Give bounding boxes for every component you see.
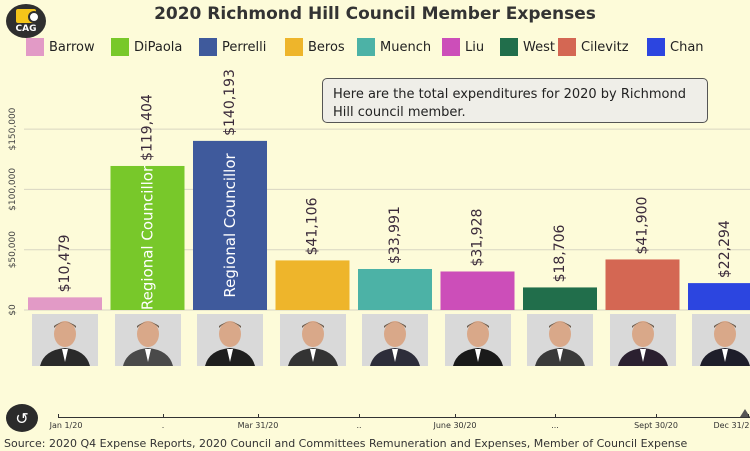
timeline-tick	[163, 414, 164, 418]
legend-swatch	[285, 38, 303, 56]
legend-label: Beros	[308, 39, 345, 55]
legend-item: Perrelli	[199, 38, 266, 56]
member-photo	[444, 314, 511, 366]
timeline-label: ...	[551, 421, 559, 430]
bar-liu	[440, 271, 515, 310]
bar-inner-label: Regional Councillor	[139, 165, 157, 310]
timeline-tick	[359, 414, 360, 418]
timeline-label: Dec 31/20	[713, 421, 750, 430]
timeline-tick	[258, 414, 259, 418]
member-photo	[692, 314, 750, 366]
legend-swatch	[26, 38, 44, 56]
timeline-tick	[748, 414, 749, 418]
legend-label: West	[523, 39, 555, 55]
y-tick-label: $0	[8, 304, 18, 316]
data-label: $22,294	[717, 220, 733, 278]
member-photo	[527, 314, 593, 366]
timeline-tick	[656, 414, 657, 418]
data-label: $140,193	[222, 69, 238, 136]
legend-swatch	[558, 38, 576, 56]
member-photo	[362, 314, 428, 366]
data-label: $119,404	[140, 94, 156, 161]
data-label: $41,106	[305, 197, 321, 255]
bar-chan	[688, 283, 750, 310]
data-label: $41,900	[635, 197, 651, 255]
timeline-label: Jan 1/20	[49, 421, 83, 430]
timeline-slider[interactable]: Jan 1/20. Mar 31/20.. June 30/20... Sept 30…	[50, 409, 750, 434]
legend-label: Cilevitz	[581, 39, 629, 55]
legend-label: Muench	[380, 39, 432, 55]
bar-barrow	[28, 297, 102, 310]
legend: Barrow DiPaola Perrelli Beros Muench Liu West C…	[26, 38, 746, 60]
data-label: $33,991	[387, 206, 403, 264]
member-photo	[197, 314, 263, 366]
y-tick-label: $50,000	[8, 231, 18, 268]
chart-title: 2020 Richmond Hill Council Member Expens…	[154, 4, 596, 24]
legend-label: Liu	[465, 39, 485, 55]
legend-item: West	[500, 38, 555, 56]
legend-label: DiPaola	[134, 39, 183, 55]
timeline-handle[interactable]	[740, 409, 750, 417]
timeline-tick	[555, 414, 556, 418]
legend-label: Perrelli	[222, 39, 267, 55]
legend-swatch	[111, 38, 129, 56]
legend-item: DiPaola	[111, 38, 182, 56]
bar-cilevitz	[605, 259, 680, 310]
legend-item: Muench	[357, 38, 431, 56]
legend-item: Cilevitz	[558, 38, 629, 56]
legend-swatch	[442, 38, 460, 56]
logo-text: CAG	[15, 23, 37, 34]
timeline-label: Mar 31/20	[237, 421, 279, 430]
legend-item: Barrow	[26, 38, 95, 56]
bar-muench	[358, 268, 432, 310]
annotation-box: Here are the total expenditures for 2020…	[322, 78, 708, 123]
timeline-label: ..	[356, 421, 362, 430]
legend-item: Liu	[442, 38, 484, 56]
cag-logo: CAG	[6, 4, 46, 38]
timeline-tick	[58, 414, 59, 418]
legend-label: Chan	[670, 39, 704, 55]
timeline-label: Sept 30/20	[634, 421, 678, 430]
legend-item: Beros	[285, 38, 345, 56]
member-photo	[114, 314, 181, 366]
legend-item: Chan	[647, 38, 704, 56]
timeline-tick	[455, 414, 456, 418]
timeline-track	[58, 417, 750, 418]
member-photo	[32, 314, 98, 366]
member-photo	[279, 314, 346, 366]
bar-beros	[275, 260, 350, 310]
legend-swatch	[647, 38, 665, 56]
member-photo	[609, 314, 676, 366]
bar-dipaola	[110, 165, 185, 310]
replay-icon: ↺	[15, 408, 29, 428]
data-label: $10,479	[57, 234, 73, 292]
timeline-label: .	[161, 421, 165, 430]
chart-magnifier-icon	[16, 8, 40, 23]
replay-button[interactable]: ↺	[6, 404, 38, 432]
legend-swatch	[199, 38, 217, 56]
data-label: $18,706	[552, 224, 568, 282]
data-label: $31,928	[470, 209, 486, 267]
bar-west	[523, 287, 597, 310]
source-note: Source: 2020 Q4 Expense Reports, 2020 Co…	[4, 437, 688, 450]
bar-inner-label: Regional Councillor	[221, 153, 239, 298]
timeline-label: June 30/20	[433, 421, 477, 430]
legend-swatch	[500, 38, 518, 56]
y-tick-label: $150,000	[8, 107, 18, 150]
y-tick-label: $100,000	[8, 168, 18, 211]
legend-swatch	[357, 38, 375, 56]
legend-label: Barrow	[49, 39, 95, 55]
bar-perrelli	[193, 140, 267, 310]
